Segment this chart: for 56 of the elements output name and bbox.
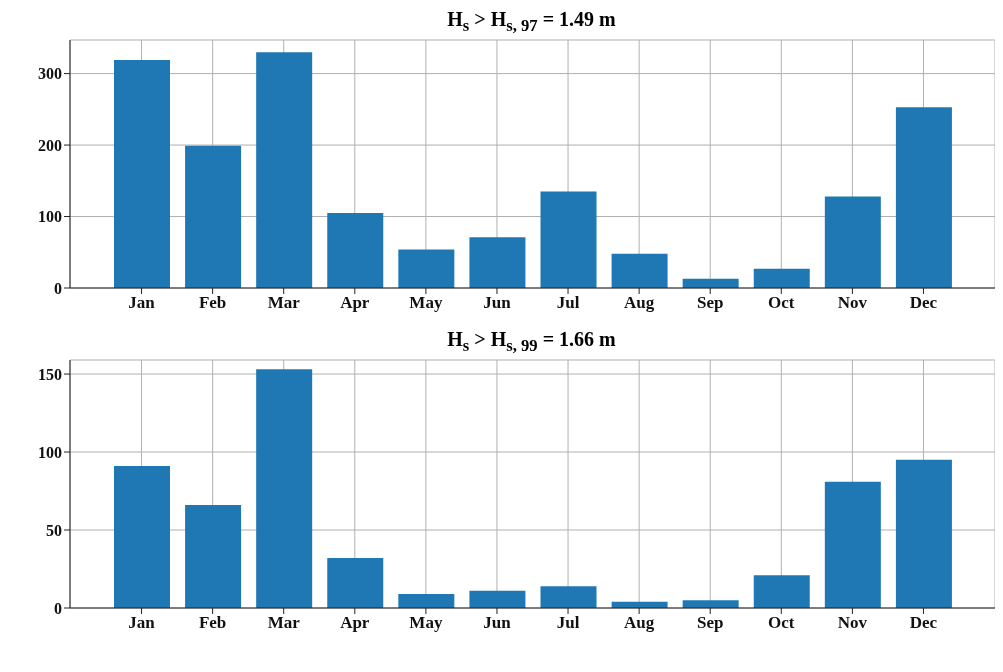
- chart-title: H$_{s}$ > H$_{s, 99}$ = 1.66 m: [446, 328, 617, 355]
- x-tick-label: Apr: [340, 613, 370, 633]
- bar: [185, 505, 242, 608]
- bar: [256, 52, 313, 288]
- bar: [327, 558, 384, 608]
- x-tick-label: Aug: [624, 293, 655, 313]
- bar: [540, 586, 597, 608]
- y-tick-label: 100: [38, 208, 62, 226]
- x-tick-label: Mar: [267, 613, 301, 633]
- x-tick-label: Sep: [696, 293, 724, 313]
- bar: [753, 575, 810, 608]
- y-tick-label: 150: [38, 365, 62, 383]
- bar: [753, 268, 810, 288]
- bar: [114, 466, 170, 608]
- bar: [398, 249, 455, 288]
- bar: [256, 369, 313, 608]
- x-tick-label: Mar: [267, 293, 301, 313]
- x-tick-label: Nov: [837, 613, 868, 633]
- chart-title: H$_{s}$ > H$_{s, 97}$ = 1.49 m: [446, 8, 617, 35]
- bar: [540, 191, 597, 288]
- y-tick-label: 300: [38, 65, 62, 83]
- x-tick-label: Feb: [198, 293, 227, 313]
- x-tick-label: Jun: [483, 613, 512, 633]
- bar: [611, 253, 668, 288]
- x-tick-label: Aug: [624, 613, 655, 633]
- x-tick-label: Dec: [909, 613, 938, 633]
- bar: [895, 107, 952, 288]
- bar: [398, 593, 455, 608]
- bar: [824, 196, 881, 288]
- x-tick-label: Dec: [909, 293, 938, 313]
- bar: [682, 600, 739, 608]
- y-tick-label: 0: [54, 279, 62, 297]
- x-tick-label: Jan: [128, 293, 156, 313]
- bar: [895, 459, 952, 608]
- y-tick-label: 100: [38, 443, 62, 461]
- x-tick-label: Jul: [556, 293, 580, 313]
- y-tick-label: 0: [54, 599, 62, 617]
- bar: [327, 212, 384, 288]
- x-tick-label: Jun: [483, 293, 512, 313]
- x-tick-label: May: [409, 293, 443, 313]
- x-tick-label: Feb: [198, 613, 227, 633]
- x-tick-label: Sep: [696, 613, 724, 633]
- x-tick-label: Jan: [128, 613, 156, 633]
- bar: [114, 60, 170, 288]
- bar: [469, 237, 526, 288]
- y-tick-label: 50: [46, 521, 62, 539]
- x-tick-label: Nov: [837, 293, 868, 313]
- x-tick-label: Jul: [556, 613, 580, 633]
- bar: [824, 481, 881, 608]
- x-tick-label: Oct: [768, 293, 795, 313]
- y-tick-label: 200: [38, 136, 62, 154]
- x-tick-label: Apr: [340, 293, 370, 313]
- bar: [469, 590, 526, 608]
- x-tick-label: May: [409, 613, 443, 633]
- x-tick-label: Oct: [768, 613, 795, 633]
- bar: [185, 145, 242, 288]
